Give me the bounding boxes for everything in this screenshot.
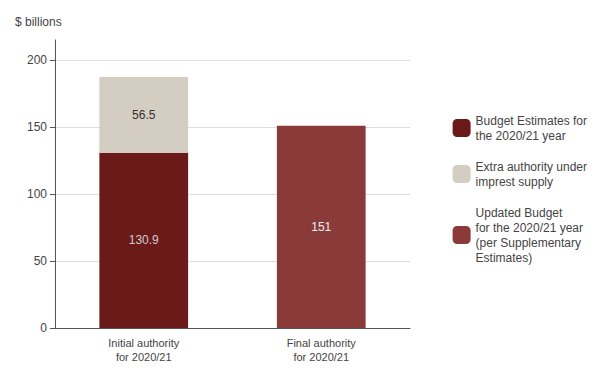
svg-text:Budget Estimates for: Budget Estimates for [476,114,587,128]
svg-text:for 2020/21: for 2020/21 [116,351,172,363]
svg-text:0: 0 [40,321,47,335]
svg-text:for the 2020/21 year: for the 2020/21 year [476,221,583,235]
svg-text:$ billions: $ billions [15,15,62,29]
svg-text:the 2020/21 year: the 2020/21 year [476,129,566,143]
svg-text:130.9: 130.9 [129,233,159,247]
svg-text:151: 151 [311,220,331,234]
svg-text:200: 200 [27,53,47,67]
svg-text:Extra authority under: Extra authority under [476,160,587,174]
svg-text:Final authority: Final authority [287,337,357,349]
svg-text:50: 50 [34,254,48,268]
svg-text:for 2020/21: for 2020/21 [293,351,349,363]
svg-text:Initial authority: Initial authority [108,337,179,349]
svg-text:(per Supplementary: (per Supplementary [476,236,581,250]
svg-text:Estimates): Estimates) [476,251,533,265]
svg-text:150: 150 [27,120,47,134]
svg-text:56.5: 56.5 [132,108,156,122]
svg-text:imprest supply: imprest supply [476,175,553,189]
svg-text:Updated Budget: Updated Budget [476,206,563,220]
svg-text:100: 100 [27,187,47,201]
